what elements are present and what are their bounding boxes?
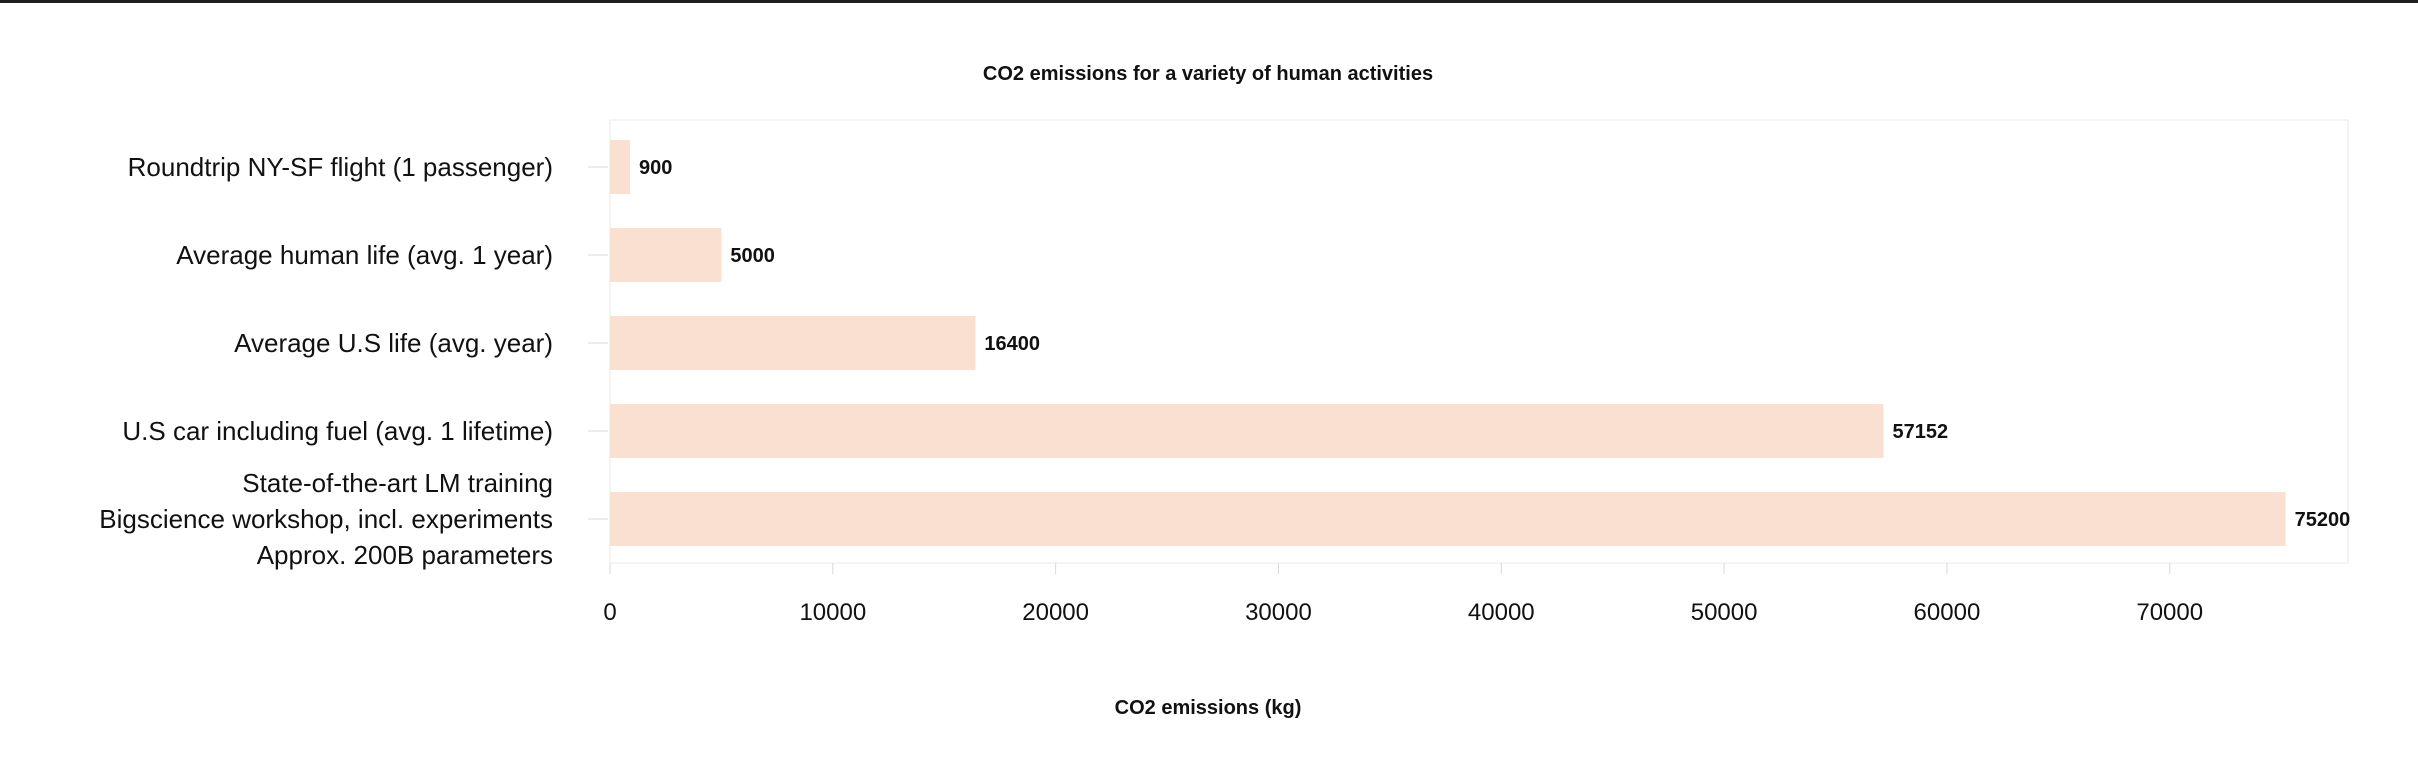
x-axis: 0 10000 20000 30000 40000 50000 60000 70000 [603, 563, 2203, 626]
value-label: 5000 [730, 245, 775, 267]
x-tick-label: 50000 [1691, 599, 1758, 626]
x-tick-label: 40000 [1468, 599, 1535, 626]
bar [610, 492, 2286, 546]
x-tick-label: 70000 [2136, 599, 2203, 626]
category-label: U.S car including fuel (avg. 1 lifetime) [122, 416, 553, 446]
bars: 900 5000 16400 57152 75200 [610, 140, 2350, 546]
value-label: 75200 [2295, 509, 2351, 531]
category-label: Bigscience workshop, incl. experiments [99, 504, 553, 534]
value-label: 57152 [1892, 421, 1948, 443]
bar [610, 228, 722, 282]
value-label: 900 [639, 157, 672, 179]
category-label: State-of-the-art LM training [242, 468, 553, 498]
x-tick-label: 10000 [799, 599, 866, 626]
category-labels: Roundtrip NY-SF flight (1 passenger) Aver… [99, 152, 608, 570]
category-label: Average U.S life (avg. year) [234, 328, 553, 358]
x-axis-label: CO2 emissions (kg) [1115, 697, 1302, 719]
top-border [0, 0, 2418, 3]
x-tick-label: 0 [603, 599, 616, 626]
category-label: Roundtrip NY-SF flight (1 passenger) [128, 152, 553, 182]
value-label: 16400 [984, 333, 1040, 355]
category-label: Average human life (avg. 1 year) [176, 240, 553, 270]
x-tick-label: 60000 [1914, 599, 1981, 626]
bar [610, 316, 976, 370]
chart-title: CO2 emissions for a variety of human act… [983, 63, 1433, 85]
bar [610, 404, 1884, 458]
x-tick-label: 20000 [1022, 599, 1089, 626]
x-tick-label: 30000 [1245, 599, 1312, 626]
bar [610, 140, 631, 194]
category-label: Approx. 200B parameters [257, 540, 553, 570]
